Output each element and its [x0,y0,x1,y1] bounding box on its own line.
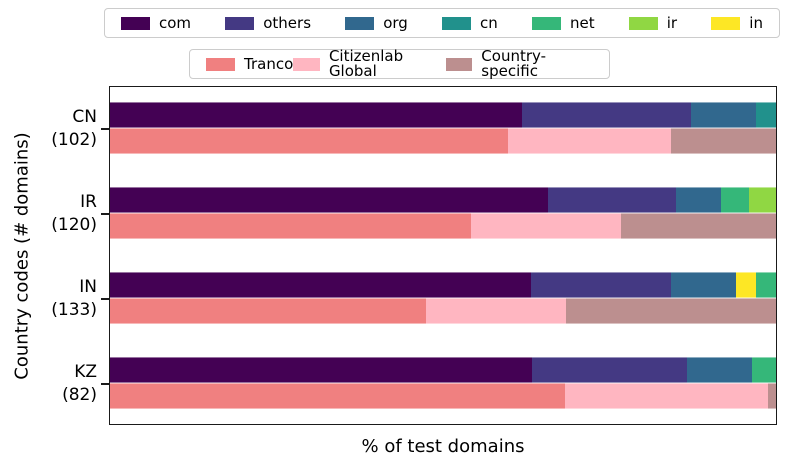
segment-cn-others [521,102,691,128]
segment-cn-com [110,102,522,128]
segment-in-others [530,272,671,298]
segment-ir-org [676,187,721,213]
segment-ir-country_specific [620,213,776,239]
segment-kz-org [686,357,752,383]
tranco-swatch-icon [206,57,235,71]
in-swatch-icon [711,16,741,30]
legend-item-ir: ir [628,13,678,32]
others-swatch-icon [225,16,255,30]
y-tick-in [101,298,109,300]
y-tick-label-cn: CN (102) [51,107,97,150]
bar-cn-tld [110,102,776,128]
bar-kz-source [110,383,776,409]
legend-label-country_specific: Country-specific [481,47,547,80]
plot-area [109,86,777,425]
cn-swatch-icon [442,16,471,30]
segment-in-citizenlab_global [425,298,566,324]
segment-in-net [756,272,776,298]
segment-kz-citizenlab_global [564,383,768,409]
legend-label-ir: ir [666,13,678,32]
legend-item-net: net [531,13,595,32]
source-legend: Tranco Citizenlab Global Country-specific [189,49,610,79]
segment-cn-country_specific [671,128,776,154]
segment-ir-com [110,187,549,213]
ir-swatch-icon [628,16,658,30]
segment-kz-others [532,357,687,383]
legend-label-org: org [383,13,408,32]
bar-cn-source [110,128,776,154]
segment-cn-tranco [110,128,509,154]
legend-label-net: net [569,13,595,32]
legend-label-tranco: Tranco [244,54,294,73]
bar-in-source [110,298,776,324]
legend-item-citizenlab_global: Citizenlab Global [293,49,445,79]
country_specific-swatch-icon [445,57,473,71]
segment-ir-net [720,187,749,213]
segment-in-org [670,272,737,298]
x-axis-label: % of test domains [361,436,525,457]
legend-item-org: org [345,13,408,32]
segment-cn-citizenlab_global [508,128,672,154]
legend-label-cn: cn [480,13,498,32]
segment-ir-ir [748,187,776,213]
legend-label-com: com [159,13,192,32]
y-tick-label-in: IN (133) [51,277,97,320]
legend-item-others: others [225,13,312,32]
legend-label-in: in [749,13,763,32]
segment-kz-net [752,357,776,383]
legend-label-citizenlab_global: Citizenlab Global [328,47,404,80]
segment-ir-citizenlab_global [470,213,621,239]
bar-ir-source [110,213,776,239]
bar-kz-tld [110,357,776,383]
legend-item-in: in [711,13,763,32]
segment-in-tranco [110,298,426,324]
legend-item-tranco: Tranco [206,54,294,73]
citizenlab_global-swatch-icon [293,57,320,71]
y-tick-ir [101,213,109,215]
segment-kz-country_specific [768,383,776,409]
legend-label-others: others [263,13,312,32]
y-tick-kz [101,383,109,385]
segment-kz-tranco [110,383,565,409]
y-tick-label-kz: KZ (82) [62,362,97,405]
y-axis-label: Country codes (# domains) [11,132,33,380]
segment-cn-cn [756,102,776,128]
com-swatch-icon [121,16,150,30]
legend-item-country_specific: Country-specific [445,47,593,80]
segment-ir-others [548,187,677,213]
segment-in-in [736,272,756,298]
bar-ir-tld [110,187,776,213]
segment-kz-com [110,357,533,383]
legend-item-cn: cn [442,13,498,32]
segment-in-country_specific [565,298,776,324]
legend-item-com: com [121,13,192,32]
tld-legend: com others org cn net ir in [104,8,780,38]
bar-in-tld [110,272,776,298]
segment-ir-tranco [110,213,471,239]
y-tick-cn [101,128,109,130]
y-tick-label-ir: IR (120) [51,192,97,235]
org-swatch-icon [345,16,375,30]
net-swatch-icon [531,16,561,30]
segment-cn-org [690,102,756,128]
segment-in-com [110,272,531,298]
